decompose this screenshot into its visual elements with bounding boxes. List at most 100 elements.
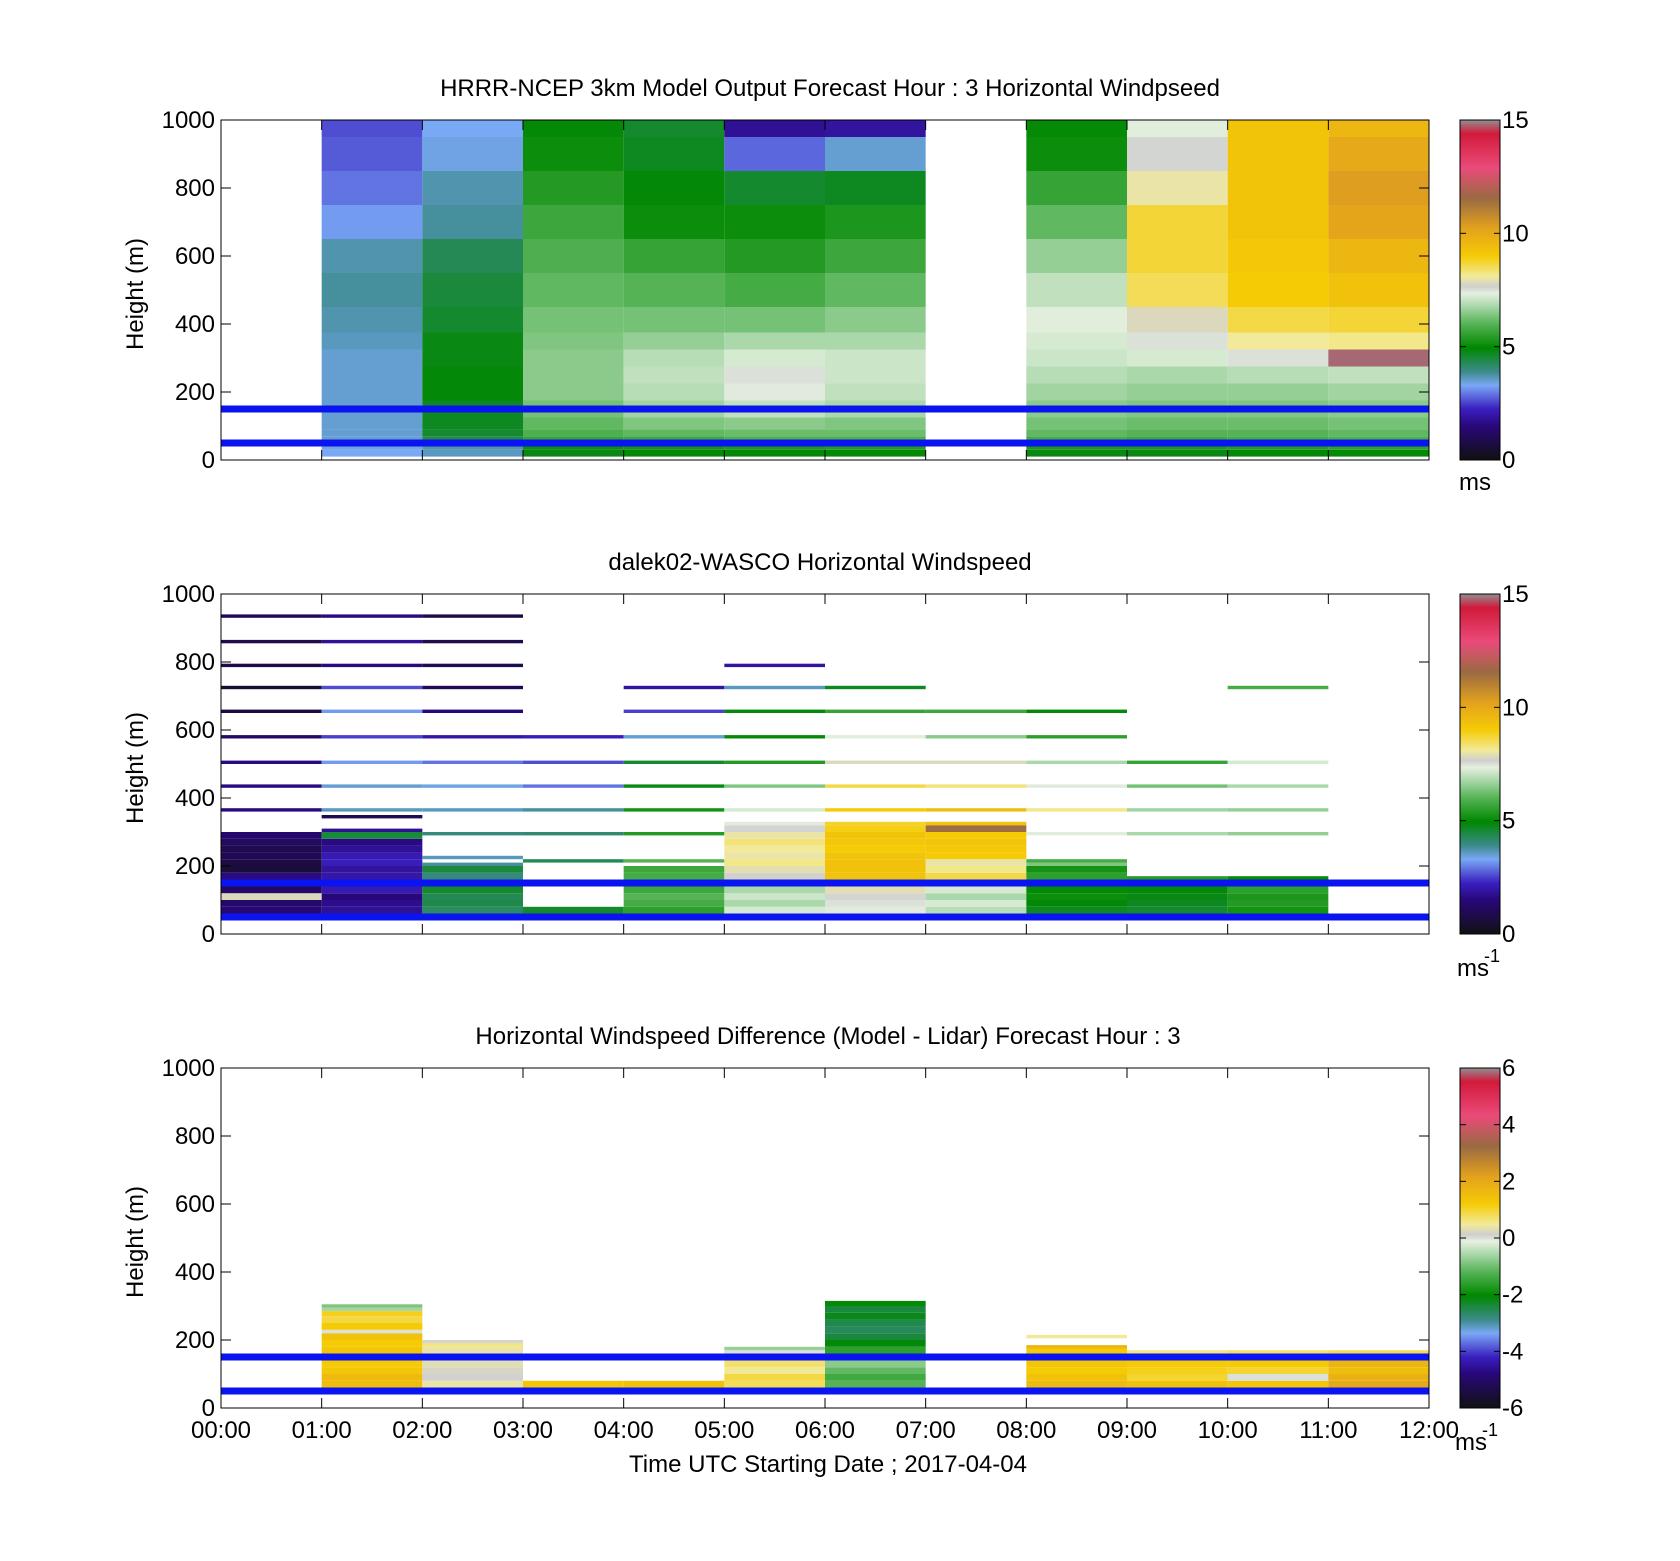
- data-cell: [523, 859, 624, 863]
- data-cell: [422, 886, 523, 894]
- data-cell: [422, 307, 523, 333]
- data-cell: [1026, 784, 1127, 788]
- data-cell: [321, 815, 423, 819]
- colorbar-tick-label: 15: [1502, 581, 1529, 608]
- data-cell: [523, 273, 624, 307]
- data-cell: [623, 137, 725, 171]
- y-tick-label: 1000: [162, 581, 215, 608]
- data-cell: [925, 866, 1027, 873]
- data-cell: [724, 906, 825, 914]
- difference-colorbar-ticks: -6 -4 -2 0 2 4 6: [1460, 1055, 1523, 1422]
- data-cell: [422, 366, 523, 384]
- data-cell: [321, 838, 423, 846]
- data-cell: [1026, 862, 1127, 866]
- data-cell: [1227, 760, 1329, 764]
- data-cell: [321, 735, 423, 739]
- data-cell: [523, 137, 624, 171]
- x-tick-label: 03:00: [493, 1417, 553, 1444]
- data-cell: [623, 808, 725, 812]
- x-tick-label: 11:00: [1299, 1417, 1357, 1444]
- data-cell: [825, 449, 926, 457]
- data-cell: [422, 205, 523, 239]
- colorbar-tick-label: 4: [1502, 1112, 1515, 1139]
- data-cell: [825, 1306, 926, 1313]
- data-cell: [724, 852, 825, 860]
- data-cell: [825, 893, 926, 900]
- lidar-colorbar-exponent: -1: [1484, 946, 1500, 966]
- data-cell: [523, 239, 624, 273]
- data-cell: [523, 808, 624, 812]
- difference-panel: Horizontal Windspeed Difference (Model -…: [122, 1023, 1523, 1478]
- data-cell: [321, 639, 423, 644]
- data-cell: [1026, 366, 1127, 384]
- data-cell: [724, 1350, 825, 1354]
- data-cell: [1328, 1367, 1429, 1374]
- data-cell: [623, 886, 725, 894]
- data-cell: [1026, 273, 1127, 307]
- data-cell: [321, 1323, 423, 1330]
- data-cell: [422, 760, 523, 764]
- data-cell: [1227, 1367, 1329, 1374]
- data-cell: [321, 866, 423, 873]
- data-cell: [1328, 1374, 1429, 1381]
- data-cell: [321, 893, 423, 900]
- data-cell: [321, 239, 423, 273]
- data-cell: [1026, 906, 1127, 914]
- data-cell: [321, 120, 423, 137]
- data-cell: [321, 1360, 423, 1368]
- data-cell: [925, 845, 1027, 853]
- data-cell: [221, 709, 322, 713]
- data-cell: [623, 383, 725, 401]
- data-cell: [1026, 709, 1127, 713]
- data-cell: [724, 137, 825, 171]
- data-cell: [1328, 171, 1429, 205]
- data-cell: [1127, 366, 1228, 384]
- data-cell: [422, 866, 523, 873]
- data-cell: [825, 205, 926, 239]
- data-cell: [1328, 120, 1429, 137]
- data-cell: [221, 893, 322, 900]
- data-cell: [1127, 900, 1228, 907]
- model-panel-ylabel: Height (m): [122, 238, 149, 350]
- data-cell: [321, 1367, 423, 1374]
- model-colorbar-unit: ms: [1459, 469, 1491, 496]
- data-cell: [1227, 417, 1329, 430]
- data-cell: [825, 685, 926, 690]
- data-cell: [523, 906, 624, 914]
- data-cell: [321, 332, 423, 350]
- model-panel-y-ticks: 0 200 400 600 800 1000: [162, 107, 1429, 474]
- data-cell: [724, 1360, 825, 1368]
- data-cell: [925, 838, 1027, 846]
- data-cell: [1227, 449, 1329, 457]
- data-cell: [825, 366, 926, 384]
- data-cell: [1127, 1350, 1228, 1354]
- data-cell: [1328, 137, 1429, 171]
- data-cell: [1127, 349, 1228, 367]
- data-cell: [724, 735, 825, 739]
- data-cell: [1227, 900, 1329, 907]
- data-cell: [1026, 1360, 1127, 1368]
- data-cell: [925, 832, 1027, 839]
- data-cell: [321, 383, 423, 401]
- data-cell: [623, 205, 725, 239]
- data-cell: [724, 449, 825, 457]
- data-cell: [724, 866, 825, 873]
- model-colorbar-ticks: 0 5 10 15: [1460, 107, 1529, 474]
- data-cell: [321, 171, 423, 205]
- data-cell: [825, 1319, 926, 1327]
- data-cell: [422, 872, 523, 880]
- data-cell: [321, 429, 423, 437]
- data-cell: [1127, 1360, 1228, 1368]
- data-cell: [422, 639, 523, 644]
- difference-panel-y-ticks: 0 200 400 600 800 1000: [162, 1055, 1429, 1422]
- x-tick-label: 10:00: [1198, 1417, 1258, 1444]
- data-cell: [1127, 886, 1228, 894]
- data-cell: [321, 845, 423, 853]
- data-cell: [422, 900, 523, 907]
- lidar-colorbar-gradient: [1459, 593, 1501, 935]
- data-cell: [623, 832, 725, 836]
- colorbar-tick-label: 0: [1502, 1225, 1515, 1252]
- y-tick-label: 600: [175, 243, 215, 270]
- y-tick-label: 400: [175, 1259, 215, 1286]
